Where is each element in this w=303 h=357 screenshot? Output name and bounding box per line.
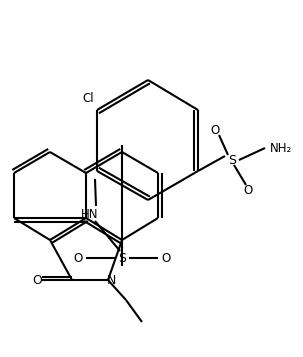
Text: O: O (73, 251, 83, 265)
Text: N: N (106, 273, 116, 287)
Text: HN: HN (81, 207, 99, 221)
Text: O: O (32, 273, 42, 287)
Text: Cl: Cl (82, 91, 94, 105)
Text: O: O (243, 183, 253, 196)
Text: S: S (118, 251, 126, 265)
Text: S: S (228, 154, 236, 166)
Text: O: O (161, 251, 171, 265)
Text: O: O (210, 124, 220, 136)
Text: NH₂: NH₂ (270, 141, 292, 155)
